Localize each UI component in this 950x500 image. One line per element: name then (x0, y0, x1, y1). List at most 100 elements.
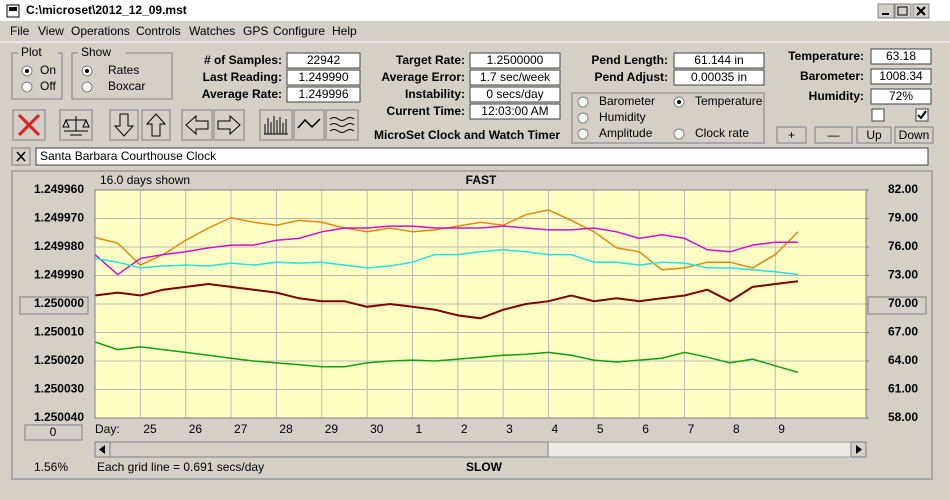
radio-button[interactable] (81, 81, 93, 93)
right-icon (217, 114, 241, 136)
field-value: 1.249990 (298, 70, 348, 84)
clear-name-icon (16, 151, 26, 162)
maximize-button[interactable] (894, 3, 912, 19)
radio-button[interactable] (21, 81, 33, 93)
group-title-bg (78, 47, 126, 59)
menu-item[interactable]: View (38, 24, 64, 38)
menu-item[interactable]: Controls (136, 24, 181, 38)
radio-button[interactable] (577, 96, 589, 108)
y-tick-label: 1.249960 (34, 182, 84, 196)
x-tick-label: 6 (642, 422, 649, 436)
field-label: Average Error: (381, 70, 465, 84)
field-box[interactable] (469, 86, 561, 103)
field-label: Target Rate: (396, 53, 465, 67)
adjust-button-label: Down (899, 128, 930, 142)
waves-button[interactable] (325, 109, 359, 141)
scrollbar[interactable] (94, 441, 867, 458)
checkmark (917, 110, 927, 120)
menu-item[interactable]: Watches (189, 24, 235, 38)
field-value: 22942 (307, 53, 341, 67)
field-label: Average Rate: (202, 87, 282, 101)
fast-label: FAST (466, 173, 497, 187)
field-box[interactable] (870, 88, 932, 105)
down-icon (113, 113, 135, 137)
series-option[interactable]: Amplitude (599, 126, 653, 140)
series-option[interactable]: Clock rate (695, 126, 749, 140)
x-tick-label: 29 (325, 422, 339, 436)
radio-button[interactable] (577, 112, 589, 124)
y-tick-label: 1.250020 (34, 353, 84, 367)
field-box[interactable] (286, 69, 361, 86)
adjust-button[interactable] (856, 126, 892, 144)
up-button[interactable] (141, 109, 171, 141)
menu-item[interactable]: File (10, 24, 30, 38)
y2-tick-label: 61.00 (888, 382, 918, 396)
x-tick-label: 26 (189, 422, 203, 436)
field-box[interactable] (469, 69, 561, 86)
menu-item[interactable]: Configure (273, 24, 325, 38)
field-label: Barometer: (800, 69, 864, 83)
left-icon (185, 114, 209, 136)
down-button[interactable] (109, 109, 139, 141)
zero-temp-button[interactable] (867, 296, 927, 315)
field-label: Pend Length: (591, 53, 668, 67)
x-tick-label: 25 (143, 422, 157, 436)
adjust-button[interactable] (894, 126, 934, 144)
field-value: 1.249996 (298, 87, 348, 101)
left-button[interactable] (181, 109, 213, 141)
field-box[interactable] (469, 103, 561, 120)
y2-tick-label: 58.00 (888, 410, 918, 424)
series-option[interactable]: Barometer (599, 94, 655, 108)
radio-label: Boxcar (108, 79, 145, 93)
field-box[interactable] (673, 69, 765, 86)
field-label: Current Time: (387, 104, 465, 118)
menu-item[interactable]: Help (332, 24, 357, 38)
field-box[interactable] (469, 52, 561, 69)
x-tick-label: 7 (688, 422, 695, 436)
zero-rate-button[interactable] (19, 296, 89, 315)
slow-label: SLOW (466, 460, 503, 474)
field-label: Last Reading: (203, 70, 282, 84)
right-button[interactable] (213, 109, 245, 141)
x-tick-label: 28 (279, 422, 293, 436)
scroll-right-icon (856, 445, 862, 454)
series-option[interactable]: Temperature (695, 94, 763, 108)
field-box[interactable] (870, 48, 932, 65)
field-box[interactable] (870, 68, 932, 85)
x-tick-label: 27 (234, 422, 248, 436)
scroll-value-button[interactable] (24, 424, 83, 441)
histogram-icon (264, 116, 288, 135)
window-controls[interactable] (877, 3, 930, 19)
radio-button[interactable] (577, 128, 589, 140)
field-value: 0 secs/day (486, 87, 543, 101)
adjust-button[interactable] (776, 126, 807, 144)
checkbox[interactable] (871, 108, 885, 122)
y2-tick-label: 76.00 (888, 239, 918, 253)
adjust-button-label: Up (866, 128, 882, 142)
field-label: Temperature: (788, 49, 864, 63)
minimize-button[interactable] (877, 3, 895, 19)
field-value: 72% (889, 89, 913, 103)
y-tick-label: 1.249970 (34, 211, 84, 225)
series-option[interactable]: Humidity (599, 110, 646, 124)
x-tick-label: 3 (506, 422, 513, 436)
radio-label: On (40, 63, 56, 77)
field-label: Pend Adjust: (594, 70, 668, 84)
scroll-thumb[interactable] (109, 441, 549, 458)
adjust-button[interactable] (814, 126, 853, 144)
line-button[interactable] (293, 109, 325, 141)
menu-item[interactable]: Operations (71, 24, 130, 38)
field-box[interactable] (286, 52, 361, 69)
field-box[interactable] (286, 86, 361, 103)
clock-name: Santa Barbara Courthouse Clock (40, 149, 217, 163)
y2-tick-label: 64.00 (888, 353, 918, 367)
menu-item[interactable]: GPS (243, 24, 268, 38)
series-line (94, 225, 798, 276)
clock-name-field[interactable] (35, 147, 929, 166)
line-icon (297, 118, 321, 129)
plot-border (94, 189, 867, 419)
field-box[interactable] (673, 52, 765, 69)
title-bar (0, 0, 950, 21)
y-tick-label: 1.249990 (34, 268, 84, 282)
radio-button[interactable] (673, 128, 685, 140)
